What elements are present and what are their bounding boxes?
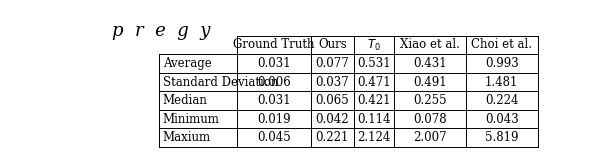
Text: Choi et al.: Choi et al. bbox=[471, 38, 532, 51]
Text: p  r  e  g  y: p r e g y bbox=[112, 22, 210, 40]
Text: Minimum: Minimum bbox=[163, 113, 219, 126]
Text: 0.006: 0.006 bbox=[257, 76, 291, 89]
Text: 0.031: 0.031 bbox=[257, 94, 291, 107]
Text: 0.114: 0.114 bbox=[357, 113, 390, 126]
Text: 0.431: 0.431 bbox=[413, 57, 447, 70]
Text: 0.037: 0.037 bbox=[316, 76, 349, 89]
Text: 2.124: 2.124 bbox=[357, 131, 390, 144]
Text: 0.045: 0.045 bbox=[257, 131, 291, 144]
Text: $T_0$: $T_0$ bbox=[367, 37, 381, 53]
Text: 0.421: 0.421 bbox=[357, 94, 390, 107]
Text: 0.993: 0.993 bbox=[485, 57, 518, 70]
Text: 0.042: 0.042 bbox=[316, 113, 349, 126]
Text: Average: Average bbox=[163, 57, 212, 70]
Text: 0.031: 0.031 bbox=[257, 57, 291, 70]
Text: 0.491: 0.491 bbox=[413, 76, 447, 89]
Text: 1.481: 1.481 bbox=[485, 76, 518, 89]
Text: Standard Deviation: Standard Deviation bbox=[163, 76, 278, 89]
Text: 2.007: 2.007 bbox=[413, 131, 447, 144]
Text: Maxium: Maxium bbox=[163, 131, 211, 144]
Text: Ours: Ours bbox=[318, 38, 347, 51]
Text: 0.531: 0.531 bbox=[357, 57, 390, 70]
Text: 0.255: 0.255 bbox=[413, 94, 447, 107]
Text: 0.471: 0.471 bbox=[357, 76, 390, 89]
Text: Median: Median bbox=[163, 94, 208, 107]
Text: 0.019: 0.019 bbox=[257, 113, 291, 126]
Text: 0.078: 0.078 bbox=[413, 113, 447, 126]
Text: 0.221: 0.221 bbox=[316, 131, 349, 144]
Text: Ground Truth: Ground Truth bbox=[233, 38, 315, 51]
Text: 5.819: 5.819 bbox=[485, 131, 518, 144]
Text: 0.065: 0.065 bbox=[316, 94, 349, 107]
Text: Xiao et al.: Xiao et al. bbox=[400, 38, 460, 51]
Text: 0.224: 0.224 bbox=[485, 94, 518, 107]
Text: 0.043: 0.043 bbox=[485, 113, 518, 126]
Text: 0.077: 0.077 bbox=[316, 57, 349, 70]
